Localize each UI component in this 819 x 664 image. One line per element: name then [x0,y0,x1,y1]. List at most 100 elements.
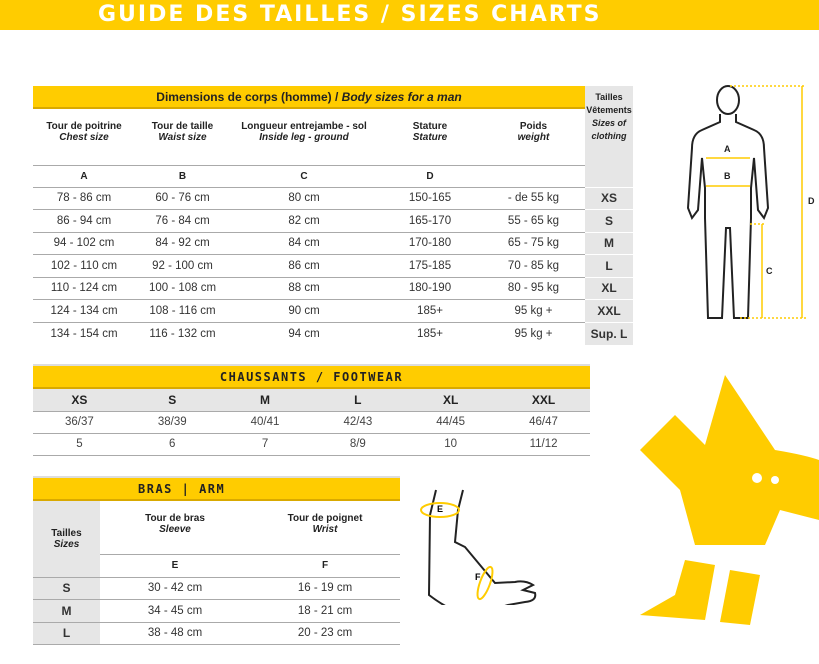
table-cell: 34 - 45 cm [100,599,250,622]
table-cell: 30 - 42 cm [100,576,250,600]
table-cell: 82 cm [230,209,378,232]
table-cell: 16 - 19 cm [250,576,400,600]
arm-row: M 34 - 45 cm 18 - 21 cm [33,599,400,622]
label-c: C [766,266,773,276]
table-row: 86 - 94 cm 76 - 84 cm 82 cm 165-170 55 - 65 … [33,209,633,232]
size-column-header: Tailles Vêtements Sizes of clothing [585,86,633,187]
size-cell: L [33,621,100,645]
table-cell: 80 cm [230,186,378,210]
table-cell: 8/9 [311,433,405,456]
table-cell: 165-170 [378,209,482,232]
footwear-size-header: S [125,388,219,412]
table-cell: 38 - 48 cm [100,621,250,645]
table-cell: 7 [218,433,312,456]
table-cell: 95 kg + [482,299,585,322]
label-b: B [724,171,731,181]
size-cell: M [585,231,633,255]
table-cell: 175-185 [378,254,482,277]
table-row: 110 - 124 cm 100 - 108 cm 88 cm 180-190 80 -… [33,276,633,300]
table-cell: 5 [33,433,126,456]
size-cell: XS [585,186,633,210]
size-cell: XL [585,276,633,300]
sleeve-header: Tour de bras Sleeve [145,513,205,535]
footwear-size-header: XL [404,388,498,412]
table-cell: - de 55 kg [482,186,585,210]
table-cell: 84 - 92 cm [135,231,230,255]
column-letter: B [135,164,230,187]
table-cell: 78 - 86 cm [33,186,135,210]
footwear-size-header: XXL [497,388,590,412]
table-cell: 95 kg + [482,321,585,345]
label-f: F [475,572,481,582]
column-header: Tour de poitrine Chest size [46,121,122,143]
table-cell: 94 cm [230,321,378,345]
table-cell: 18 - 21 cm [250,599,400,622]
column-letter: D [378,164,482,187]
arm-size-header: Tailles Sizes [33,500,100,577]
table-cell: 108 - 116 cm [135,299,230,322]
table-cell: 10 [404,433,498,456]
wrist-header: Tour de poignet Wrist [287,513,363,535]
size-cell: M [33,599,100,622]
letter-e: E [100,553,250,577]
size-cell: Sup. L [585,321,633,345]
table-row: 94 - 102 cm 84 - 92 cm 84 cm 170-180 65 - 75… [33,231,633,255]
size-cell: L [585,254,633,277]
footwear-size-header: M [218,388,312,412]
table-cell: 86 cm [230,254,378,277]
title-banner: GUIDE DES TAILLES / SIZES CHARTS [0,0,819,30]
size-cell: XXL [585,299,633,322]
table-cell: 150-165 [378,186,482,210]
size-cell: S [585,209,633,232]
table-cell: 20 - 23 cm [250,621,400,645]
table-cell: 55 - 65 kg [482,209,585,232]
footwear-table: CHAUSSANTS / FOOTWEAR XS S M L XL XXL 36/37 38… [33,364,590,456]
page-title: GUIDE DES TAILLES / SIZES CHARTS [98,2,602,27]
table-cell: 42/43 [311,411,405,434]
table-cell: 70 - 85 kg [482,254,585,277]
footwear-title: CHAUSSANTS / FOOTWEAR [33,364,590,389]
table-row: 102 - 110 cm 92 - 100 cm 86 cm 175-185 70 - … [33,254,633,277]
table-cell: 92 - 100 cm [135,254,230,277]
table-cell: 102 - 110 cm [33,254,135,277]
body-sizes-table: Dimensions de corps (homme) / Body sizes… [33,86,633,345]
arm-title: BRAS | ARM [33,476,400,501]
label-a: A [724,144,731,154]
table-row: 124 - 134 cm 108 - 116 cm 90 cm 185+ 95 kg +… [33,299,633,322]
table-cell: 94 - 102 cm [33,231,135,255]
mascot-illustration [640,375,819,625]
table-cell: 60 - 76 cm [135,186,230,210]
column-letter: A [33,164,135,187]
table-cell: 80 - 95 kg [482,276,585,300]
body-table-title: Dimensions de corps (homme) / Body sizes… [33,86,585,109]
arm-illustration: E F [420,489,537,605]
table-cell: 65 - 75 kg [482,231,585,255]
column-header: Poids weight [517,121,550,143]
table-cell: 44/45 [404,411,498,434]
table-cell: 84 cm [230,231,378,255]
letter-f: F [250,553,400,577]
label-d: D [808,196,815,206]
table-cell: 36/37 [33,411,126,434]
table-cell: 124 - 134 cm [33,299,135,322]
column-header: Longueur entrejambe - sol Inside leg - gr… [241,121,367,143]
body-figure-illustration: A B C D [686,85,815,319]
table-cell: 86 - 94 cm [33,209,135,232]
table-row: 134 - 154 cm 116 - 132 cm 94 cm 185+ 95 kg +… [33,321,633,345]
table-cell: 11/12 [497,433,590,456]
table-cell: 185+ [378,299,482,322]
column-letter [482,164,585,187]
footwear-row: 5 6 7 8/9 10 11/12 [33,433,590,456]
column-header: Tour de taille Waist size [151,121,214,143]
table-cell: 170-180 [378,231,482,255]
table-cell: 180-190 [378,276,482,300]
footwear-row: 36/37 38/39 40/41 42/43 44/45 46/47 [33,411,590,434]
table-cell: 40/41 [218,411,312,434]
table-cell: 90 cm [230,299,378,322]
label-e: E [437,504,443,514]
table-cell: 134 - 154 cm [33,321,135,345]
table-cell: 46/47 [497,411,590,434]
size-cell: S [33,576,100,600]
table-cell: 38/39 [125,411,219,434]
table-row: 78 - 86 cm 60 - 76 cm 80 cm 150-165- de 55 … [33,186,633,210]
